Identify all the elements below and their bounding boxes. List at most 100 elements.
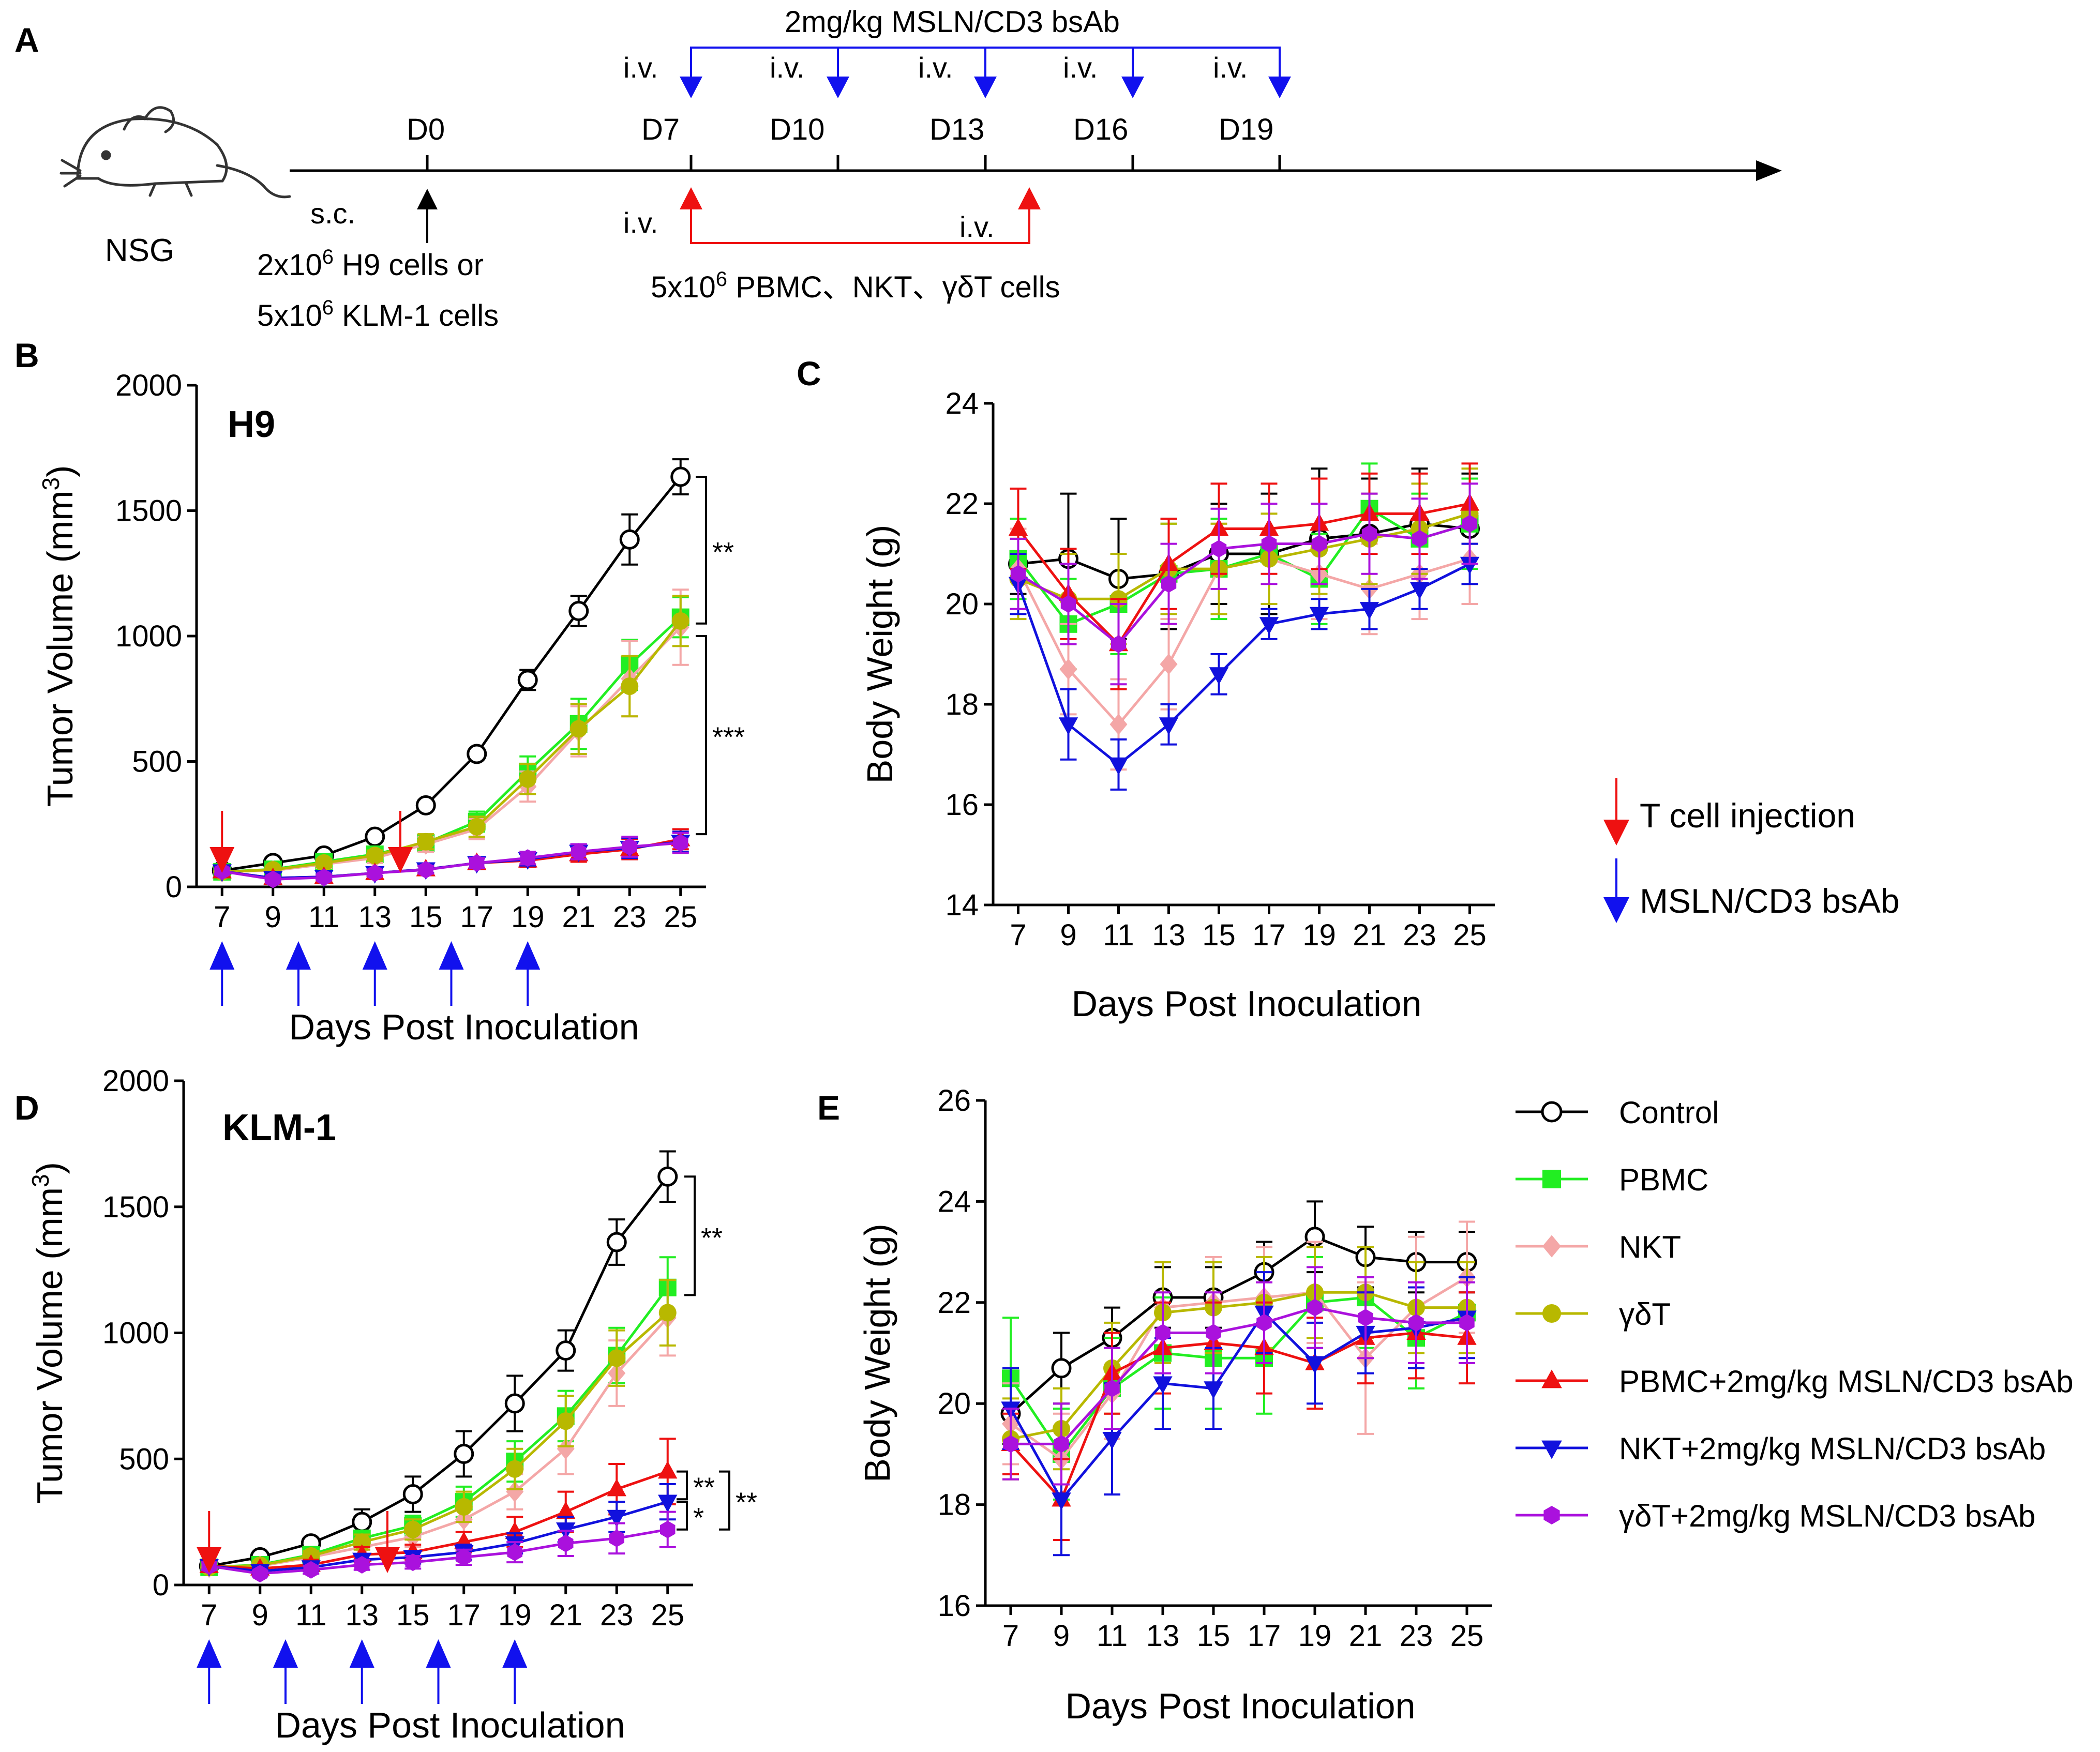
data-point xyxy=(557,1412,575,1430)
series-gdT_bsab xyxy=(1010,482,1478,686)
bsab-injection-arrow xyxy=(515,941,541,970)
data-point xyxy=(1102,1431,1122,1449)
legend-label: NKT+2mg/kg MSLN/CD3 bsAb xyxy=(1619,1431,2046,1466)
series-line xyxy=(1017,507,1471,626)
iv-label-cells-1: i.v. xyxy=(623,206,658,239)
panel-a-letter: A xyxy=(14,21,39,59)
bsab-arrow-d19 xyxy=(1268,77,1291,98)
data-point xyxy=(1059,658,1077,680)
series-gdT_bsab xyxy=(214,832,689,888)
data-point xyxy=(404,1520,422,1538)
x-tick-label: 7 xyxy=(201,1598,217,1632)
x-tick-label: 7 xyxy=(1010,918,1026,952)
legend-marker xyxy=(1542,1304,1561,1323)
cells-line-2: 5x106 KLM-1 cells xyxy=(257,296,499,333)
legend-item-nkt_bsab: NKT+2mg/kg MSLN/CD3 bsAb xyxy=(1516,1431,2046,1466)
data-point xyxy=(303,1561,319,1579)
series-gdT_bsab xyxy=(201,1511,676,1583)
panel-c-letter: C xyxy=(797,354,821,392)
effector-cells-label: 5x106 PBMC、NKT、γδT cells xyxy=(651,268,1060,304)
bsab-arrow-d10 xyxy=(827,77,849,98)
data-point xyxy=(556,1501,576,1519)
x-tick-label: 9 xyxy=(252,1598,268,1632)
data-point xyxy=(621,677,639,695)
bsab-arrow-d7 xyxy=(680,77,702,98)
data-point xyxy=(366,847,384,865)
series-gdT xyxy=(200,1279,677,1576)
t-cell-injection-arrow xyxy=(209,847,235,873)
y-tick-label: 1000 xyxy=(102,1317,169,1350)
data-point xyxy=(456,1548,472,1566)
series-line xyxy=(209,1311,669,1569)
series-line xyxy=(221,838,681,880)
y-tick-label: 500 xyxy=(119,1442,169,1476)
t-cell-injection-arrow xyxy=(197,1547,222,1573)
series-pbmc xyxy=(1009,462,1479,671)
y-tick-label: 2000 xyxy=(102,1064,169,1098)
data-point xyxy=(1008,518,1028,536)
series-line xyxy=(1010,1331,1467,1502)
data-point xyxy=(415,795,436,815)
y-tick-label: 20 xyxy=(945,587,979,621)
data-point xyxy=(1058,717,1078,735)
timeline-arrowhead xyxy=(1756,160,1782,181)
y-tick-label: 2000 xyxy=(115,369,182,402)
x-tick-label: 17 xyxy=(1252,918,1286,952)
chart-d-klm1-tumor-volume: 0 500 1000 1500 2000 7 9 11 13 15 17 19 21 23 25 Days P… xyxy=(27,1064,757,1745)
series-nkt xyxy=(1009,512,1479,771)
data-point xyxy=(658,1494,678,1513)
x-tick-label: 21 xyxy=(1349,1619,1383,1653)
iv-label-bsab-2: i.v. xyxy=(770,51,804,84)
x-tick-label: 17 xyxy=(1248,1619,1281,1653)
data-point xyxy=(1462,515,1478,533)
data-point xyxy=(658,1461,678,1479)
data-point xyxy=(454,1444,474,1464)
significance-bracket xyxy=(696,635,707,836)
data-point xyxy=(1259,617,1279,635)
data-point xyxy=(1155,1324,1171,1342)
data-point xyxy=(568,601,589,621)
bsab-arrow-d13 xyxy=(974,77,997,98)
data-point xyxy=(670,466,691,487)
series-pbmc xyxy=(213,596,689,881)
sc-label: s.c. xyxy=(310,197,355,230)
data-point xyxy=(405,1553,421,1572)
y-tick-label: 26 xyxy=(937,1084,971,1117)
data-point xyxy=(1206,1324,1221,1342)
x-tick-label: 11 xyxy=(1103,918,1134,952)
series-nkt xyxy=(213,588,689,883)
x-tick-label: 9 xyxy=(1060,918,1076,952)
data-point xyxy=(1256,1313,1272,1332)
day-label-d13: D13 xyxy=(929,113,984,146)
series-gdT xyxy=(1009,467,1479,645)
x-tick-label: 15 xyxy=(1202,918,1236,952)
series-line xyxy=(1017,502,1470,646)
data-point xyxy=(1460,556,1480,575)
data-point xyxy=(607,1509,626,1528)
data-point xyxy=(1307,1298,1323,1317)
bsab-legend-icon xyxy=(1603,897,1629,923)
t-cell-injection-legend-label: T cell injection xyxy=(1640,796,1855,835)
chart-title: KLM-1 xyxy=(222,1107,336,1149)
chart-title: H9 xyxy=(228,404,275,445)
y-tick-label: 14 xyxy=(945,888,979,922)
data-point xyxy=(507,1543,522,1561)
data-point xyxy=(1412,530,1428,548)
y-tick-label: 22 xyxy=(937,1286,971,1320)
cells-line-1: 2x106 H9 cells or xyxy=(257,246,484,282)
y-tick-label: 16 xyxy=(945,788,979,822)
x-tick-label: 13 xyxy=(1152,918,1186,952)
series-line xyxy=(1010,1276,1468,1461)
series-control xyxy=(199,1150,678,1576)
y-tick-label: 1500 xyxy=(115,494,182,528)
panel-d-letter: D xyxy=(14,1089,39,1127)
data-point xyxy=(519,770,537,788)
panel-e-letter: E xyxy=(817,1089,840,1127)
x-tick-label: 23 xyxy=(600,1598,634,1632)
data-point xyxy=(1104,1379,1120,1397)
x-axis-label: Days Post Inoculation xyxy=(289,1007,639,1047)
x-tick-label: 19 xyxy=(511,900,545,934)
legend-label: NKT xyxy=(1619,1230,1681,1264)
x-tick-label: 23 xyxy=(1403,918,1436,952)
